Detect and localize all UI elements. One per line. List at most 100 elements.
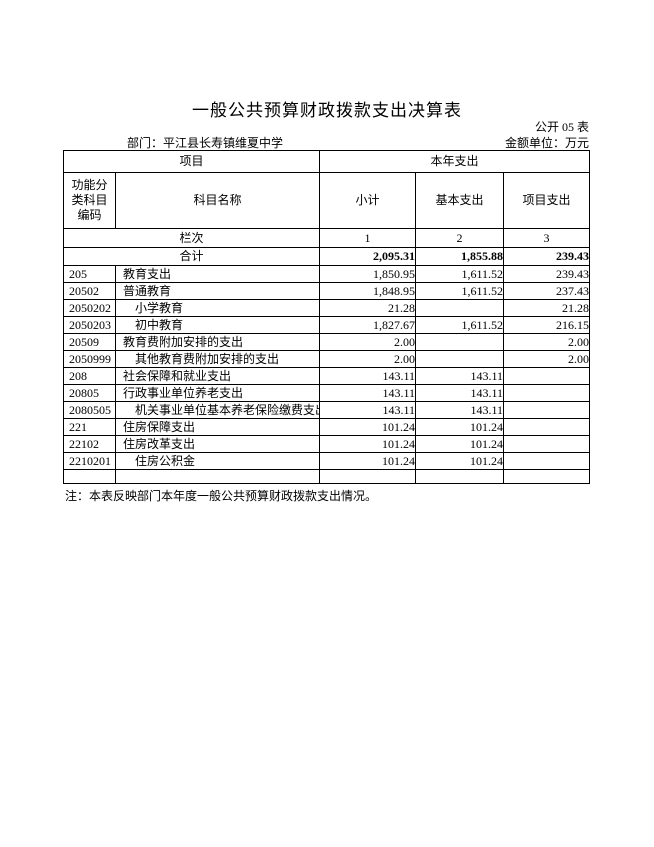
header-function-code-text: 功能分类科目编码: [71, 178, 108, 222]
header-project-expense: 项目支出: [503, 172, 591, 229]
row-name: 住房改革支出: [114, 435, 321, 453]
row-basic: 101.24: [415, 435, 505, 453]
row-project: [503, 418, 591, 436]
row-name: 其他教育费附加安排的支出: [114, 350, 321, 368]
table-row: 2050999 其他教育费附加安排的支出 2.00 2.00: [63, 350, 591, 368]
row-subtotal: 1,827.67: [319, 316, 417, 334]
row-name: [114, 469, 321, 484]
table-row: 2210201 住房公积金 101.24 101.24: [63, 452, 591, 470]
header-project-group: 项目: [62, 150, 321, 173]
row-project: 2.00: [503, 333, 591, 351]
row-name: 小学教育: [114, 299, 321, 317]
row-code: 208: [63, 367, 116, 385]
row-name: 住房公积金: [114, 452, 321, 470]
row-subtotal: [319, 469, 417, 484]
header-subject-name: 科目名称: [114, 172, 321, 229]
row-subtotal: 143.11: [319, 384, 417, 402]
row-basic: [415, 469, 505, 484]
expense-table: 项目 本年支出 功能分类科目编码 科目名称 小计 基本支出 项目支出 栏次 1 …: [62, 150, 591, 484]
row-project: [503, 401, 591, 419]
table-row: 2050202 小学教育 21.28 21.28: [63, 299, 591, 317]
row-subtotal: 21.28: [319, 299, 417, 317]
row-code: [63, 469, 116, 484]
row-subtotal: 2.00: [319, 333, 417, 351]
row-project: [503, 367, 591, 385]
department-label: 部门：平江县长寿镇维夏中学: [127, 136, 284, 150]
row-code: 2210201: [63, 452, 116, 470]
table-row: 205 教育支出 1,850.95 1,611.52 239.43: [63, 265, 591, 283]
table-row: 2080505 机关事业单位基本养老保险缴费支出 143.11 143.11: [63, 401, 591, 419]
row-basic: 143.11: [415, 401, 505, 419]
row-name: 行政事业单位养老支出: [114, 384, 321, 402]
header-group-row: 项目 本年支出: [62, 150, 591, 173]
row-name: 普通教育: [114, 282, 321, 300]
header-current-year-expense: 本年支出: [319, 150, 591, 173]
table-row: [63, 469, 591, 484]
row-name: 住房保障支出: [114, 418, 321, 436]
row-basic: 101.24: [415, 418, 505, 436]
table-header: 项目 本年支出 功能分类科目编码 科目名称 小计 基本支出 项目支出 栏次 1 …: [62, 150, 591, 266]
row-code: 2050202: [63, 299, 116, 317]
row-project: [503, 435, 591, 453]
row-code: 2050203: [63, 316, 116, 334]
row-code: 20502: [63, 282, 116, 300]
row-basic: 143.11: [415, 367, 505, 385]
row-subtotal: 101.24: [319, 435, 417, 453]
table-body: 205 教育支出 1,850.95 1,611.52 239.43 20502 …: [63, 265, 591, 484]
table-note: 注：本表反映部门本年度一般公共预算财政拨款支出情况。: [65, 489, 378, 503]
row-project: [503, 469, 591, 484]
column-index-2: 2: [415, 228, 505, 248]
row-basic: 101.24: [415, 452, 505, 470]
row-subtotal: 143.11: [319, 367, 417, 385]
row-project: 2.00: [503, 350, 591, 368]
total-subtotal: 2,095.31: [319, 247, 417, 266]
unit-label: 金额单位：万元: [504, 136, 589, 150]
total-row: 合计 2,095.31 1,855.88 239.43: [62, 247, 591, 266]
table-row: 208 社会保障和就业支出 143.11 143.11: [63, 367, 591, 385]
row-basic: 1,611.52: [415, 316, 505, 334]
total-label: 合计: [62, 247, 321, 266]
total-project: 239.43: [503, 247, 591, 266]
row-name: 机关事业单位基本养老保险缴费支出: [114, 401, 321, 419]
row-code: 20805: [63, 384, 116, 402]
row-subtotal: 101.24: [319, 418, 417, 436]
header-subtotal: 小计: [319, 172, 417, 229]
row-project: 216.15: [503, 316, 591, 334]
row-subtotal: 2.00: [319, 350, 417, 368]
table-row: 20805 行政事业单位养老支出 143.11 143.11: [63, 384, 591, 402]
row-basic: 1,611.52: [415, 282, 505, 300]
row-project: 239.43: [503, 265, 591, 283]
table-row: 221 住房保障支出 101.24 101.24: [63, 418, 591, 436]
row-basic: 143.11: [415, 384, 505, 402]
meta-line: 部门：平江县长寿镇维夏中学 金额单位：万元: [63, 134, 589, 151]
column-index-label: 栏次: [62, 228, 321, 248]
row-subtotal: 1,850.95: [319, 265, 417, 283]
row-project: [503, 384, 591, 402]
column-index-1: 1: [319, 228, 417, 248]
table-row: 2050203 初中教育 1,827.67 1,611.52 216.15: [63, 316, 591, 334]
header-function-code: 功能分类科目编码: [63, 172, 116, 229]
table-row: 20502 普通教育 1,848.95 1,611.52 237.43: [63, 282, 591, 300]
table-row: 20509 教育费附加安排的支出 2.00 2.00: [63, 333, 591, 351]
header-basic-expense: 基本支出: [415, 172, 505, 229]
row-project: [503, 452, 591, 470]
row-name: 社会保障和就业支出: [114, 367, 321, 385]
row-code: 20509: [63, 333, 116, 351]
row-project: 237.43: [503, 282, 591, 300]
row-name: 初中教育: [114, 316, 321, 334]
row-code: 205: [63, 265, 116, 283]
form-number: 公开 05 表: [534, 120, 589, 134]
row-code: 22102: [63, 435, 116, 453]
row-code: 2050999: [63, 350, 116, 368]
total-basic: 1,855.88: [415, 247, 505, 266]
column-index-3: 3: [503, 228, 591, 248]
row-subtotal: 143.11: [319, 401, 417, 419]
row-subtotal: 1,848.95: [319, 282, 417, 300]
row-name: 教育支出: [114, 265, 321, 283]
row-name: 教育费附加安排的支出: [114, 333, 321, 351]
row-code: 2080505: [63, 401, 116, 419]
row-code: 221: [63, 418, 116, 436]
column-index-row: 栏次 1 2 3: [62, 228, 591, 248]
row-subtotal: 101.24: [319, 452, 417, 470]
